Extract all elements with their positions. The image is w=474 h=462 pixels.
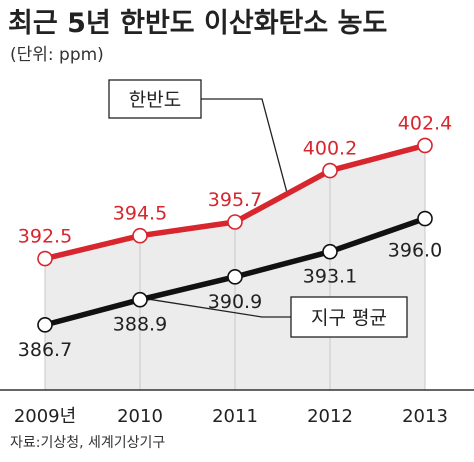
point-global-0 (37, 317, 53, 333)
value-label-korea: 394.5 (113, 203, 167, 225)
point-korea-3 (322, 162, 338, 179)
chart-title: 최근 5년 한반도 이산화탄소 농도 (8, 8, 387, 39)
point-global-3 (322, 243, 338, 260)
value-label-global: 390.9 (208, 291, 262, 313)
x-tick-label: 2010 (117, 406, 163, 427)
source-note: 자료:기상청, 세계기상기구 (10, 435, 165, 451)
point-korea-1 (132, 227, 148, 244)
x-tick-label: 2009년 (14, 406, 76, 427)
x-tick-label: 2011 (212, 406, 258, 427)
value-label-korea: 400.2 (303, 138, 357, 160)
value-label-global: 396.0 (388, 240, 442, 262)
value-label-korea: 395.7 (208, 189, 262, 211)
value-label-global: 388.9 (113, 314, 167, 336)
vertical-grid (44, 145, 426, 390)
legend-box-global (290, 296, 408, 338)
unit-label: (단위: ppm) (10, 45, 104, 65)
point-korea-0 (37, 250, 53, 267)
x-tick-label: 2013 (402, 406, 448, 427)
point-korea-2 (227, 214, 243, 230)
value-label-korea: 402.4 (398, 112, 452, 134)
series-layer: 392.5 394.5 395.7 400.2 402.4 386.7 388.9 390.9… (18, 112, 452, 360)
x-tick-labels: 2009년 2010 2011 2012 2013 (14, 406, 448, 427)
legend-leader-korea (201, 98, 288, 194)
legend-leader-global (144, 297, 291, 318)
value-label-korea: 392.5 (18, 226, 72, 248)
point-global-2 (227, 269, 243, 285)
point-korea-4 (417, 137, 433, 154)
legend-box-korea (108, 79, 202, 119)
point-global-1 (132, 291, 148, 308)
legend-global-label: 지구 평균 (311, 307, 387, 329)
x-tick-label: 2012 (307, 406, 353, 427)
legend-korea-label: 한반도 (129, 89, 181, 111)
point-global-4 (417, 210, 433, 227)
value-label-global: 393.1 (303, 266, 357, 288)
value-label-global: 386.7 (18, 339, 72, 361)
